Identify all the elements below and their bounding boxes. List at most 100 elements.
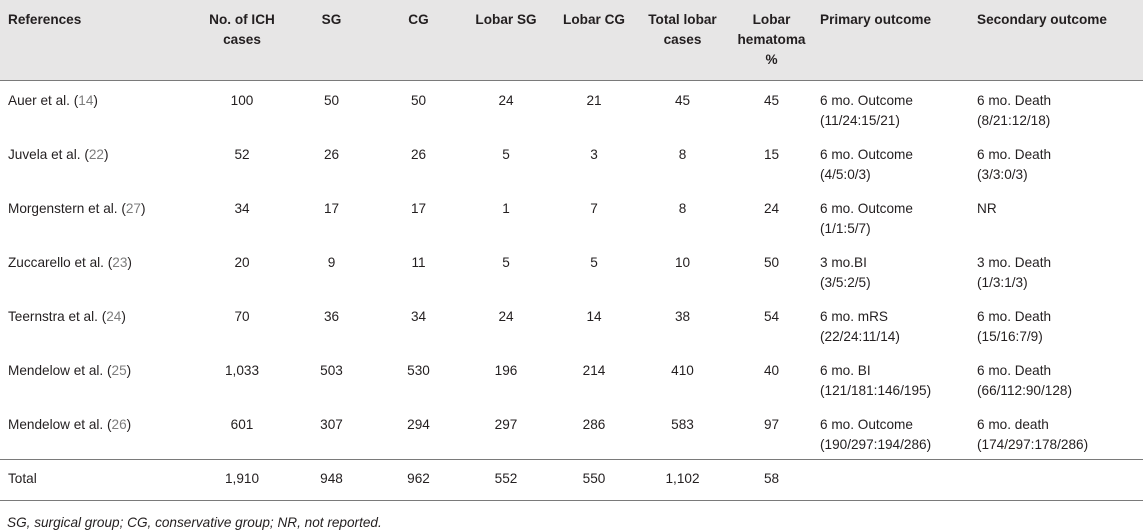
primary-outcome-values: (3/5:2/5)	[820, 275, 871, 290]
citation-link[interactable]: 27	[125, 201, 141, 216]
header-ich-cases: No. of ICH cases	[196, 0, 288, 81]
lobar-cg-cell: 3	[590, 147, 598, 162]
citation-link[interactable]: 25	[111, 363, 127, 378]
lobar-cg-cell: 286	[582, 417, 606, 432]
cg-cell: 50	[410, 93, 427, 108]
table-footnote: SG, surgical group; CG, conservative gro…	[7, 515, 382, 530]
total-ich-cases: 1,910	[196, 459, 288, 501]
lobar-pct-cell: 15	[763, 147, 780, 162]
total-lobar-cell: 38	[674, 309, 691, 324]
lobar-sg-cell: 196	[494, 363, 518, 378]
header-row: References No. of ICH cases SG CG Lobar …	[0, 0, 1143, 81]
header-total-lobar: Total lobar cases	[638, 0, 727, 81]
total-lobar-cell: 8	[678, 147, 687, 162]
ich-cases-cell: 100	[230, 93, 254, 108]
reference-cell: Mendelow et al. (25)	[0, 351, 196, 405]
total-label: Total	[0, 459, 196, 501]
reference-cell: Auer et al. (14)	[0, 81, 196, 136]
cg-cell: 11	[411, 255, 426, 270]
reference-name: Morgenstern et al. (	[8, 201, 126, 216]
ich-cases-cell: 34	[234, 201, 250, 216]
reference-cell: Juvela et al. (22)	[0, 135, 196, 189]
secondary-outcome-values: (8/21:12/18)	[977, 113, 1051, 128]
secondary-outcome-label: 6 mo. Death	[977, 147, 1052, 162]
primary-outcome-cell: 6 mo. mRS (22/24:11/14)	[816, 297, 973, 351]
reference-name: Auer et al. (	[8, 93, 79, 108]
header-secondary-outcome: Secondary outcome	[973, 0, 1143, 81]
secondary-outcome-values: (1/3:1/3)	[977, 275, 1028, 290]
lobar-sg-cell: 297	[494, 417, 518, 432]
header-references: References	[0, 0, 196, 81]
study-table: References No. of ICH cases SG CG Lobar …	[0, 0, 1143, 501]
secondary-outcome-label: 6 mo. Death	[977, 309, 1052, 324]
header-primary-outcome: Primary outcome	[816, 0, 973, 81]
primary-outcome-cell: 6 mo. Outcome (11/24:15/21)	[816, 81, 973, 136]
lobar-sg-cell: 24	[498, 93, 514, 108]
reference-close: )	[126, 417, 132, 432]
header-lobar-pct: Lobar hematoma %	[727, 0, 816, 81]
secondary-outcome-label: 3 mo. Death	[977, 255, 1052, 270]
lobar-pct-cell: 54	[763, 309, 780, 324]
header-cg: CG	[375, 0, 462, 81]
secondary-outcome-cell: 6 mo. Death (15/16:7/9)	[973, 297, 1143, 351]
primary-outcome-cell: 3 mo.BI (3/5:2/5)	[816, 243, 973, 297]
reference-name: Mendelow et al. (	[8, 363, 112, 378]
reference-close: )	[126, 363, 132, 378]
primary-outcome-values: (190/297:194/286)	[820, 437, 932, 452]
reference-name: Zuccarello et al. (	[8, 255, 113, 270]
lobar-sg-cell: 1	[502, 201, 510, 216]
reference-cell: Teernstra et al. (24)	[0, 297, 196, 351]
citation-link[interactable]: 22	[88, 147, 104, 162]
total-lobar-cell: 10	[674, 255, 691, 270]
table-row: Auer et al. (14) 100 50 50 24 21 45 45 6…	[0, 81, 1143, 136]
table-row: Morgenstern et al. (27) 34 17 17 1 7 8 2…	[0, 189, 1143, 243]
ich-cases-cell: 601	[230, 417, 254, 432]
cg-cell: 530	[407, 363, 430, 378]
sg-cell: 307	[320, 417, 343, 432]
reference-cell: Mendelow et al. (26)	[0, 405, 196, 460]
lobar-pct-cell: 24	[763, 201, 780, 216]
sg-cell: 503	[320, 363, 343, 378]
secondary-outcome-label: 6 mo. Death	[977, 93, 1052, 108]
header-lobar-sg: Lobar SG	[462, 0, 550, 81]
reference-name: Mendelow et al. (	[8, 417, 112, 432]
total-lobar-cell: 8	[678, 201, 687, 216]
primary-outcome-cell: 6 mo. BI (121/181:146/195)	[816, 351, 973, 405]
sg-cell: 9	[327, 255, 336, 270]
ich-cases-cell: 20	[234, 255, 250, 270]
lobar-cg-cell: 7	[590, 201, 598, 216]
cg-cell: 17	[410, 201, 427, 216]
lobar-cg-cell: 5	[590, 255, 598, 270]
table-row: Teernstra et al. (24) 70 36 34 24 14 38 …	[0, 297, 1143, 351]
primary-outcome-cell: 6 mo. Outcome (4/5:0/3)	[816, 135, 973, 189]
total-secondary-empty	[973, 459, 1143, 501]
lobar-pct-cell: 40	[763, 363, 780, 378]
secondary-outcome-values: (174/297:178/286)	[977, 437, 1089, 452]
total-lobar-cell: 410	[671, 363, 694, 378]
citation-link[interactable]: 14	[78, 93, 94, 108]
lobar-pct-cell: 50	[763, 255, 780, 270]
total-lobar-sg: 552	[462, 459, 550, 501]
secondary-outcome-cell: 3 mo. Death (1/3:1/3)	[973, 243, 1143, 297]
primary-outcome-label: 6 mo. mRS	[820, 309, 888, 324]
total-lobar-cell: 45	[674, 93, 691, 108]
reference-name: Teernstra et al. (	[8, 309, 107, 324]
citation-link[interactable]: 23	[112, 255, 128, 270]
citation-link[interactable]: 24	[106, 309, 122, 324]
secondary-outcome-label: 6 mo. death	[977, 417, 1049, 432]
secondary-outcome-cell: NR	[973, 189, 1143, 243]
primary-outcome-label: 6 mo. Outcome	[820, 417, 913, 432]
total-sg: 948	[288, 459, 375, 501]
secondary-outcome-label: NR	[977, 201, 997, 216]
secondary-outcome-values: (15/16:7/9)	[977, 329, 1043, 344]
primary-outcome-cell: 6 mo. Outcome (1/1:5/7)	[816, 189, 973, 243]
citation-link[interactable]: 26	[111, 417, 127, 432]
secondary-outcome-cell: 6 mo. Death (66/112:90/128)	[973, 351, 1143, 405]
ich-cases-cell: 52	[234, 147, 250, 162]
primary-outcome-cell: 6 mo. Outcome (190/297:194/286)	[816, 405, 973, 460]
total-cg: 962	[375, 459, 462, 501]
lobar-sg-cell: 5	[502, 255, 510, 270]
reference-cell: Morgenstern et al. (27)	[0, 189, 196, 243]
cg-cell: 26	[410, 147, 427, 162]
